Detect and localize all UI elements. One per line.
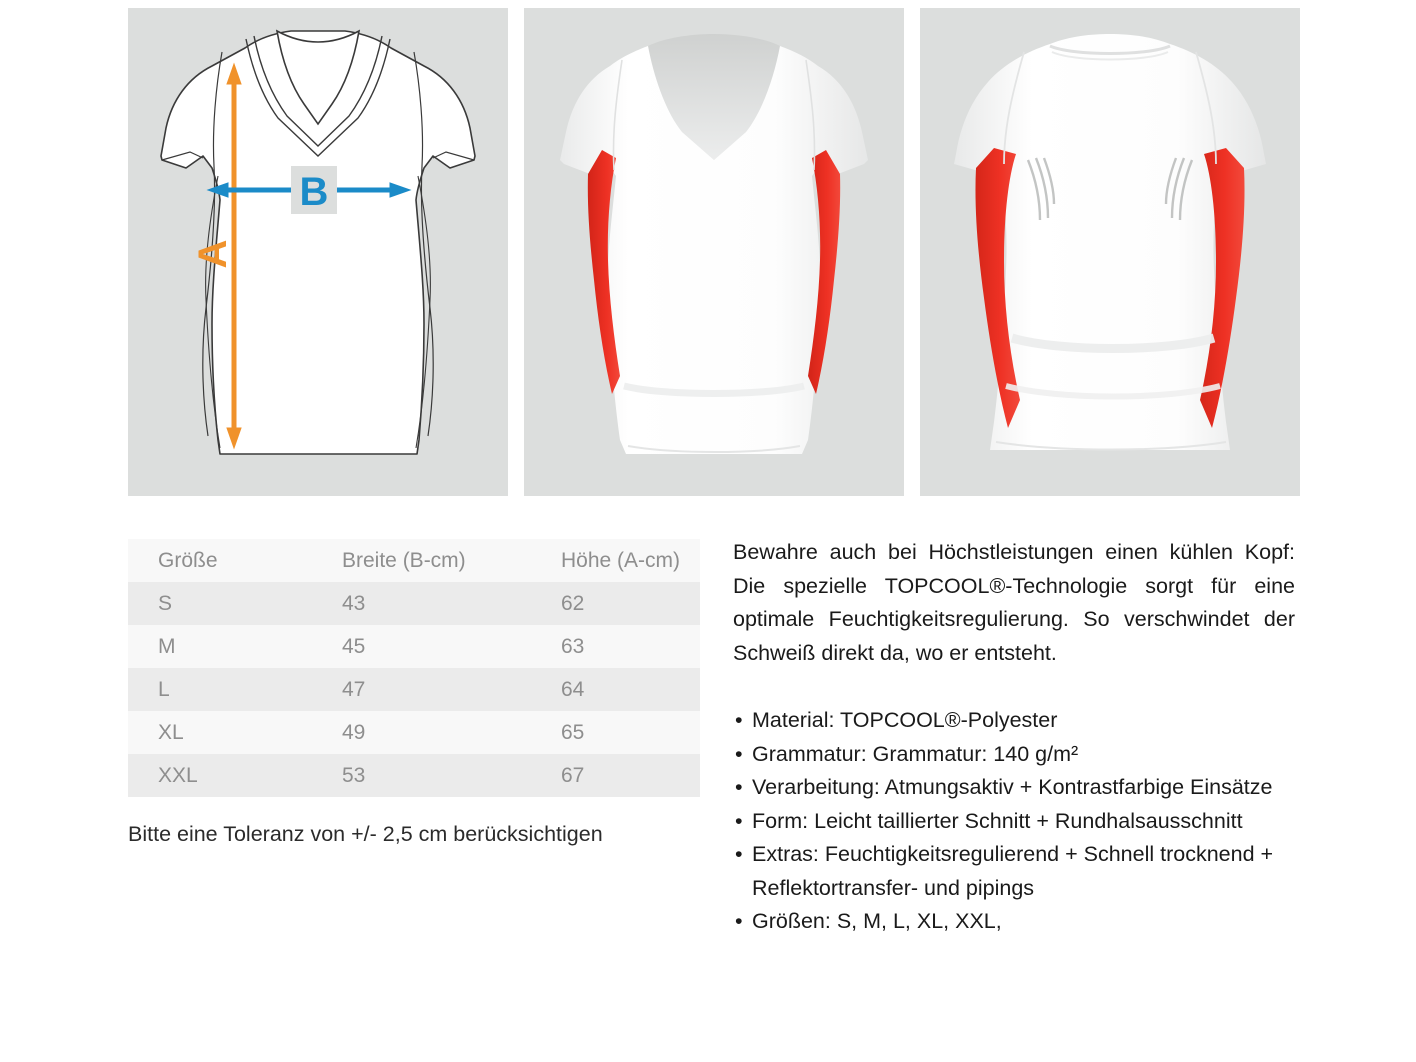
panel-product-back[interactable] [920,8,1300,496]
raglan-seam-left [612,59,623,171]
dimension-label-b: B [300,170,329,214]
reflective-marks-left [1026,157,1056,221]
neck-opening [648,34,780,160]
lower-content: Größe Breite (B-cm) Höhe (A-cm) S 43 62 … [0,496,1416,1062]
side-seam-right [415,175,431,449]
reflective-marks-right [1164,157,1194,221]
list-item: • Form: Leicht taillierter Schnitt + Run… [733,805,1295,839]
side-panel-red-right [808,150,841,394]
bullet-icon: • [735,708,743,732]
column-header-width: Breite (B-cm) [342,549,466,572]
hem-line [627,445,801,453]
cell-width: 47 [342,678,366,701]
cell-width: 43 [342,592,366,615]
cell-width: 53 [342,764,366,787]
seam-right [413,51,434,437]
side-seam-left [205,175,221,449]
description-paragraph: Bewahre auch bei Höchstleistungen einen … [733,540,1295,665]
column-header-size: Größe [158,549,218,572]
side-panel-red-right-back [1200,148,1245,428]
seam-left [202,51,223,437]
sleeve-hem-left [161,151,204,161]
table-row: L 47 64 [128,668,700,711]
collar-back-2 [1051,51,1169,61]
tolerance-note: Bitte eine Toleranz von +/- 2,5 cm berüc… [128,822,603,846]
column-header-height: Höhe (A-cm) [561,549,681,572]
raglan-seam-right [805,59,816,171]
list-item-label: Extras: Feuchtigkeitsregulierend + Schne… [752,842,1274,900]
dimension-label-a: A [191,240,235,269]
product-image-strip: A B [128,8,1320,496]
specification-list: • Material: TOPCOOL®-Polyester • Grammat… [733,704,1295,939]
cell-height: 64 [561,678,585,701]
cell-height: 63 [561,635,585,658]
neckline-outer [275,29,361,126]
shirt-body-front [560,46,868,454]
dimension-arrow-a [226,62,242,450]
bullet-icon: • [735,808,743,833]
raglan-seam-left-back [1003,51,1025,165]
cell-height: 65 [561,721,585,744]
list-item-label: Form: Leicht taillierter Schnitt + Rundh… [752,808,1243,833]
cell-height: 62 [561,592,585,615]
neckline-inner [245,38,391,157]
waist-shading-back [1010,333,1216,353]
panel-technical-drawing[interactable]: A B [128,8,508,496]
cell-width: 45 [342,635,366,658]
list-item-label: Material: TOPCOOL®-Polyester [752,708,1058,732]
cell-size: L [158,678,170,701]
cell-height: 67 [561,764,585,787]
bullet-icon: • [735,775,743,799]
side-panel-red-left [587,150,620,394]
table-row: S 43 62 [128,582,700,625]
bullet-icon: • [735,909,743,933]
neckline-inner2 [253,35,383,147]
table-row: XL 49 65 [128,711,700,754]
list-item-label: Größen: S, M, L, XL, XXL, [752,909,1002,933]
hem-line-back [995,441,1227,451]
panel-product-front[interactable] [524,8,904,496]
cell-size: M [158,635,176,658]
description-column: Bewahre auch bei Höchstleistungen einen … [733,536,1295,939]
cell-size: XXL [158,764,198,787]
cell-size: XL [158,721,184,744]
table-header-row: Größe Breite (B-cm) Höhe (A-cm) [128,539,700,582]
hem-shading-back [1005,383,1221,400]
table-row: M 45 63 [128,625,700,668]
cell-size: S [158,592,173,615]
list-item: • Größen: S, M, L, XL, XXL, [733,905,1295,939]
table-row: XXL 53 67 [128,754,700,797]
cell-width: 49 [342,721,366,744]
list-item: • Grammatur: Grammatur: 140 g/m² [733,738,1295,772]
bullet-icon: • [735,842,743,866]
size-table: Größe Breite (B-cm) Höhe (A-cm) S 43 62 … [128,539,700,797]
list-item: • Material: TOPCOOL®-Polyester [733,704,1295,738]
list-item-label: Grammatur: Grammatur: 140 g/m² [752,741,1079,766]
raglan-seam-right-back [1195,51,1217,165]
waist-shading [623,382,805,397]
list-item: • Extras: Feuchtigkeitsregulierend + Sch… [733,838,1295,905]
bullet-icon: • [735,741,743,766]
collar-back [1049,44,1171,55]
size-table-container: Größe Breite (B-cm) Höhe (A-cm) S 43 62 … [128,539,700,797]
side-panel-red-left-back [975,148,1020,428]
list-item-label: Verarbeitung: Atmungsaktiv + Kontrastfar… [752,775,1273,799]
sleeve-hem-right [432,151,475,161]
list-item: • Verarbeitung: Atmungsaktiv + Kontrastf… [733,771,1295,805]
